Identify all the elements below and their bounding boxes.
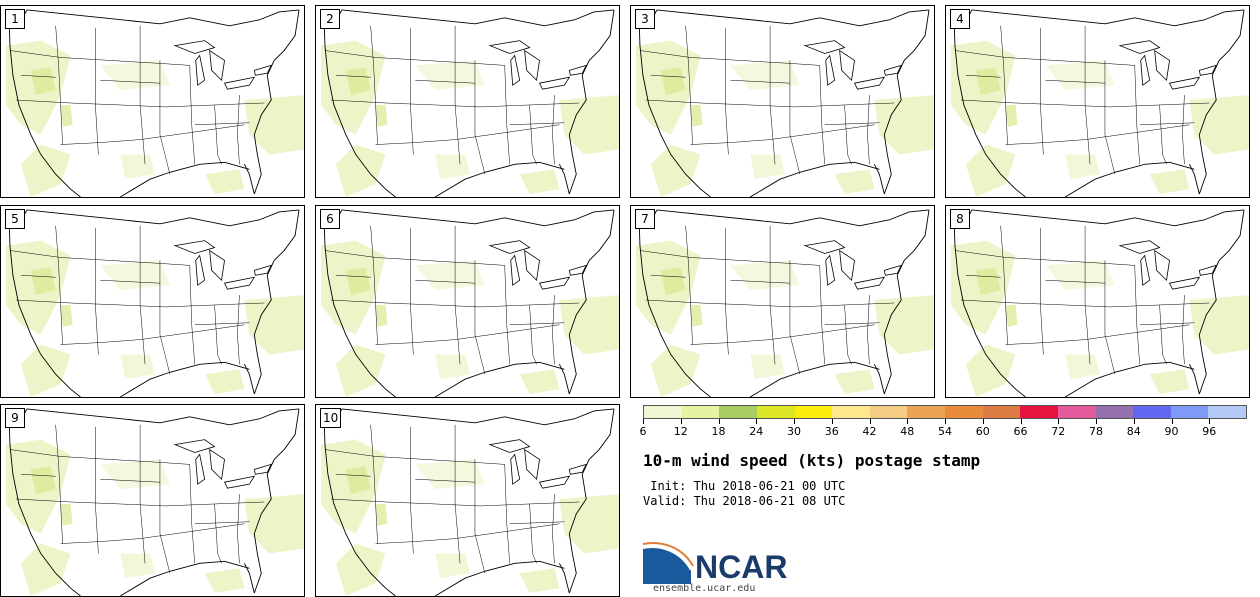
colorbar-segment <box>869 406 908 418</box>
colorbar-tick-label: 12 <box>673 425 688 438</box>
colorbar-tick <box>794 419 795 424</box>
valid-time: Valid: Thu 2018-06-21 08 UTC <box>643 494 846 508</box>
colorbar-tick <box>1171 419 1173 424</box>
panel-number: 3 <box>635 9 655 29</box>
colorbar-tick-label: 78 <box>1089 425 1103 438</box>
colorbar-segment <box>794 406 833 418</box>
colorbar-tick-label: 84 <box>1126 425 1141 438</box>
page-title: 10-m wind speed (kts) postage stamp <box>643 451 981 470</box>
colorbar-tick-label: 36 <box>824 425 839 438</box>
stamp-panel-10: 10 <box>315 404 620 597</box>
colorbar-tick <box>680 419 682 424</box>
logo-swoosh <box>643 546 691 584</box>
stamp-panel-8: 8 <box>945 205 1250 398</box>
stamp-panel-9: 9 <box>0 404 305 597</box>
stamp-panel-1: 1 <box>0 5 305 198</box>
colorbar-segment <box>832 406 870 418</box>
colorbar-tick <box>869 419 871 424</box>
ncar-logo: NCAR <box>643 542 787 584</box>
colorbar-tick <box>1133 419 1135 424</box>
colorbar-tick <box>1096 419 1097 424</box>
colorbar-segment <box>756 406 795 418</box>
colorbar-segment <box>1020 406 1058 418</box>
colorbar-tick-label: 18 <box>711 425 726 438</box>
colorbar-tick-label: 72 <box>1051 425 1066 438</box>
colorbar-tick-label: 96 <box>1202 425 1217 438</box>
colorbar-segment <box>1057 406 1096 418</box>
colorbar-segment <box>945 406 983 418</box>
stamp-panel-4: 4 <box>945 5 1250 198</box>
colorbar-tick <box>945 419 946 424</box>
colorbar-segment <box>907 406 945 418</box>
colorbar-tick-label: 42 <box>862 425 877 438</box>
colorbar-tick <box>982 419 984 424</box>
colorbar-segment <box>982 406 1021 418</box>
colorbar-tick-label: 48 <box>900 425 915 438</box>
panel-number: 10 <box>320 408 342 428</box>
stamp-panel-2: 2 <box>315 5 620 198</box>
colorbar-tick <box>643 419 644 424</box>
panel-number: 6 <box>320 209 340 229</box>
colorbar-segment <box>719 406 757 418</box>
logo-url: ensemble.ucar.edu <box>653 583 756 594</box>
panel-number: 2 <box>320 9 340 29</box>
colorbar-segment <box>1095 406 1134 418</box>
panel-number: 5 <box>5 209 25 229</box>
stamp-panel-6: 6 <box>315 205 620 398</box>
colorbar-ticks: 6 12 18 24 30 36 42 48 54 60 66 72 78 84 90 96 <box>639 419 1247 439</box>
panel-number: 1 <box>5 9 25 29</box>
colorbar-tick-label: 6 <box>639 425 647 438</box>
colorbar-tick-label: 24 <box>749 425 764 438</box>
panel-number: 7 <box>635 209 655 229</box>
colorbar-segment <box>1170 406 1209 418</box>
logo-text: NCAR <box>695 549 787 584</box>
stamp-panel-5: 5 <box>0 205 305 398</box>
colorbar <box>643 405 1247 419</box>
panel-number: 9 <box>5 408 25 428</box>
init-time: Init: Thu 2018-06-21 00 UTC <box>643 479 846 493</box>
colorbar-tick <box>1209 419 1211 424</box>
colorbar-tick <box>718 419 720 424</box>
colorbar-tick <box>1058 419 1060 424</box>
colorbar-segment <box>681 406 720 418</box>
colorbar-tick-label: 54 <box>938 425 952 438</box>
colorbar-tick <box>907 419 909 424</box>
panel-number: 4 <box>950 9 970 29</box>
colorbar-tick-label: 66 <box>1013 425 1028 438</box>
colorbar-tick <box>831 419 833 424</box>
stamp-panel-3: 3 <box>630 5 935 198</box>
colorbar-tick-label: 60 <box>975 425 990 438</box>
colorbar-tick <box>756 419 758 424</box>
colorbar-segment <box>1208 406 1246 418</box>
stamp-panel-7: 7 <box>630 205 935 398</box>
colorbar-segment <box>644 406 682 418</box>
colorbar-tick-label: 30 <box>787 425 801 438</box>
colorbar-tick <box>1020 419 1022 424</box>
colorbar-segment <box>1133 406 1171 418</box>
panel-number: 8 <box>950 209 970 229</box>
colorbar-tick-label: 90 <box>1164 425 1179 438</box>
